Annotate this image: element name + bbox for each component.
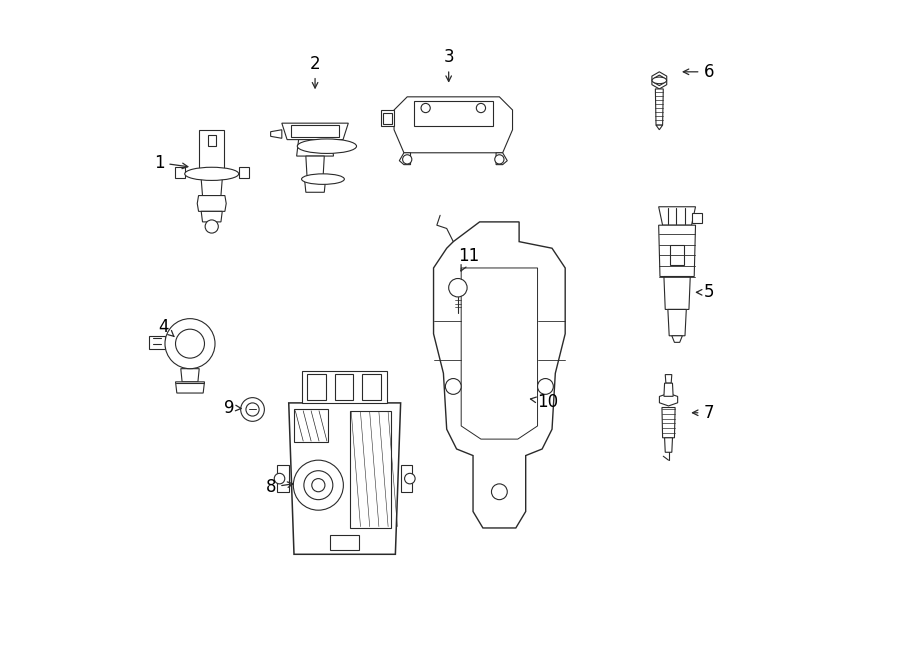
Circle shape	[491, 484, 508, 500]
Polygon shape	[671, 336, 682, 342]
Ellipse shape	[652, 77, 667, 84]
Text: 3: 3	[444, 48, 454, 81]
Polygon shape	[452, 281, 464, 294]
Circle shape	[537, 379, 554, 395]
Text: 5: 5	[697, 284, 714, 301]
Text: 11: 11	[458, 247, 479, 271]
Text: 8: 8	[266, 478, 293, 496]
Circle shape	[476, 103, 485, 112]
Polygon shape	[306, 156, 324, 179]
Polygon shape	[202, 212, 222, 222]
Circle shape	[165, 319, 215, 369]
Text: 9: 9	[224, 399, 241, 416]
Polygon shape	[238, 167, 248, 178]
Polygon shape	[659, 225, 696, 276]
Polygon shape	[294, 409, 328, 442]
Polygon shape	[350, 410, 392, 528]
Circle shape	[293, 460, 344, 510]
Circle shape	[176, 329, 204, 358]
Polygon shape	[363, 374, 381, 401]
Circle shape	[421, 103, 430, 112]
Polygon shape	[202, 179, 222, 196]
Polygon shape	[664, 438, 672, 452]
Polygon shape	[307, 374, 326, 401]
Polygon shape	[381, 110, 394, 126]
Polygon shape	[434, 222, 565, 528]
Ellipse shape	[302, 174, 345, 184]
Circle shape	[402, 155, 412, 164]
Polygon shape	[665, 375, 671, 383]
Text: 1: 1	[154, 153, 188, 172]
Circle shape	[205, 220, 219, 233]
Polygon shape	[277, 465, 289, 492]
Circle shape	[274, 473, 284, 484]
Polygon shape	[382, 112, 392, 124]
Polygon shape	[175, 167, 184, 178]
Polygon shape	[291, 125, 339, 137]
Polygon shape	[302, 371, 388, 403]
Polygon shape	[199, 130, 224, 169]
Circle shape	[495, 155, 504, 164]
Circle shape	[304, 471, 333, 500]
Polygon shape	[496, 153, 508, 165]
Polygon shape	[655, 75, 664, 86]
Circle shape	[246, 403, 259, 416]
Polygon shape	[394, 97, 512, 153]
Polygon shape	[330, 535, 359, 551]
Polygon shape	[181, 369, 199, 382]
Text: 6: 6	[683, 63, 714, 81]
Polygon shape	[664, 383, 673, 397]
Polygon shape	[297, 139, 334, 156]
Text: 10: 10	[530, 393, 558, 410]
Polygon shape	[414, 101, 493, 126]
Polygon shape	[208, 135, 216, 146]
Polygon shape	[652, 72, 667, 89]
Polygon shape	[197, 196, 226, 212]
Polygon shape	[282, 123, 348, 139]
Polygon shape	[149, 336, 165, 349]
Polygon shape	[461, 268, 537, 439]
Polygon shape	[660, 393, 678, 406]
Polygon shape	[691, 214, 702, 223]
Circle shape	[449, 278, 467, 297]
Text: 2: 2	[310, 55, 320, 88]
Polygon shape	[176, 382, 204, 393]
Polygon shape	[400, 465, 412, 492]
Circle shape	[311, 479, 325, 492]
Ellipse shape	[184, 167, 239, 180]
Polygon shape	[304, 179, 326, 192]
Polygon shape	[670, 245, 684, 264]
Polygon shape	[289, 403, 400, 555]
Text: 4: 4	[158, 318, 174, 336]
Polygon shape	[335, 374, 353, 401]
Circle shape	[446, 379, 461, 395]
Ellipse shape	[297, 139, 356, 153]
Polygon shape	[662, 408, 675, 438]
Text: 7: 7	[692, 404, 714, 422]
Polygon shape	[659, 207, 696, 225]
Polygon shape	[655, 89, 663, 125]
Circle shape	[240, 398, 265, 421]
Circle shape	[405, 473, 415, 484]
Polygon shape	[664, 276, 690, 309]
Polygon shape	[271, 130, 282, 138]
Polygon shape	[400, 153, 410, 165]
Polygon shape	[656, 125, 662, 130]
Polygon shape	[668, 309, 687, 336]
